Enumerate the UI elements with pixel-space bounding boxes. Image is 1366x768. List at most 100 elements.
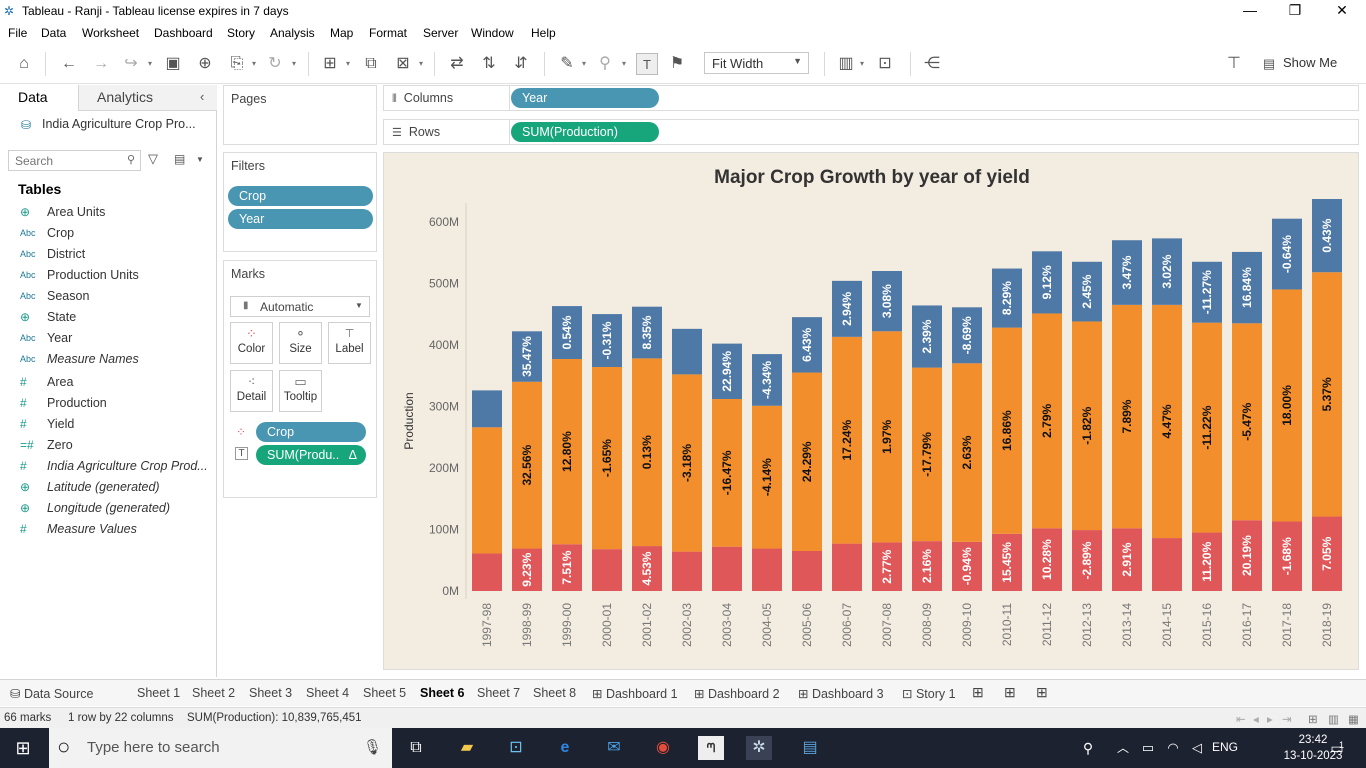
nav-next-icon[interactable]: ▸	[1267, 714, 1273, 726]
datasource-name[interactable]: India Agriculture Crop Pro...	[42, 117, 196, 131]
bar-segment[interactable]	[952, 363, 982, 542]
mark-type-dropdown[interactable]: ▮ Automatic ▼	[230, 296, 370, 317]
close-button[interactable]: ✕	[1336, 2, 1348, 18]
bar-segment[interactable]	[872, 271, 902, 332]
edge-icon[interactable]: e	[560, 739, 570, 756]
bar-segment[interactable]	[832, 543, 862, 591]
chevron-down-icon[interactable]: ▾	[252, 59, 257, 68]
field-item[interactable]: Abc District	[0, 244, 216, 264]
people-icon[interactable]: ⚲	[1082, 740, 1094, 756]
bar-segment[interactable]	[1312, 272, 1342, 517]
wifi-icon[interactable]: ◠	[1167, 740, 1179, 755]
bar-segment[interactable]	[1272, 218, 1302, 290]
collapse-pane-icon[interactable]: ‹	[200, 89, 205, 104]
field-item[interactable]: # India Agriculture Crop Prod...	[0, 456, 216, 476]
bar-segment[interactable]	[1232, 520, 1262, 591]
bar-segment[interactable]	[512, 548, 542, 591]
bar-segment[interactable]	[1112, 240, 1142, 305]
chevron-down-icon[interactable]: ▾	[419, 59, 424, 68]
bar-segment[interactable]	[952, 541, 982, 591]
bar-segment[interactable]	[792, 317, 822, 373]
duplicate-icon[interactable]: ⧉	[365, 55, 377, 72]
view-options-icon[interactable]: ▤	[174, 152, 186, 166]
chevron-down-icon[interactable]: ▼	[196, 155, 204, 164]
show-cards-icon[interactable]: ▥	[838, 55, 854, 72]
field-item[interactable]: # Measure Values	[0, 519, 216, 539]
bar-segment[interactable]	[1272, 289, 1302, 522]
nav-first-icon[interactable]: ⇤	[1236, 714, 1246, 726]
new-worksheet-icon[interactable]: ⊞	[323, 55, 337, 72]
swap-rows-columns-icon[interactable]: ⇄	[450, 55, 464, 72]
bar-segment[interactable]	[592, 314, 622, 367]
chevron-down-icon[interactable]: ▾	[860, 59, 865, 68]
menu-server[interactable]: Server	[423, 26, 459, 40]
field-item[interactable]: ⊕ Longitude (generated)	[0, 498, 216, 518]
sheet-tab[interactable]: Sheet 6	[420, 686, 464, 700]
bar-segment[interactable]	[752, 548, 782, 591]
bar-segment[interactable]	[472, 427, 502, 554]
microphone-icon[interactable]: 🎙	[363, 739, 383, 756]
tab-data[interactable]: Data	[0, 85, 79, 111]
field-item[interactable]: ⊕ Area Units	[0, 202, 216, 222]
battery-icon[interactable]: ▭	[1141, 740, 1155, 755]
bar-segment[interactable]	[872, 542, 902, 591]
notification-icon[interactable]: ▭	[1330, 740, 1344, 756]
size-button[interactable]: ⚬ Size	[279, 322, 322, 364]
field-item[interactable]: Abc Year	[0, 328, 216, 348]
bar-segment[interactable]	[1112, 528, 1142, 591]
store-icon[interactable]: ⊡	[509, 739, 523, 756]
bar-segment[interactable]	[912, 305, 942, 368]
sheet-tab[interactable]: ⊞ Dashboard 1	[592, 686, 678, 701]
grid-view-icon[interactable]: ⊞	[1308, 714, 1318, 726]
show-mark-labels-icon[interactable]: T	[636, 53, 658, 75]
bar-segment[interactable]	[792, 551, 822, 591]
refresh-icon[interactable]: ↻	[268, 55, 282, 72]
taskbar-search-box[interactable]: ○ Type here to search 🎙	[49, 728, 392, 768]
taskbar-clock[interactable]: 23:42 13-10-2023	[1282, 732, 1344, 764]
bar-segment[interactable]	[1032, 528, 1062, 591]
undo-icon[interactable]: ←	[61, 55, 77, 72]
bar-segment[interactable]	[672, 374, 702, 552]
presentation-mode-icon[interactable]: ⊡	[878, 55, 892, 72]
pin-icon[interactable]: ⚑	[669, 55, 685, 72]
mail-icon[interactable]: ✉	[607, 739, 621, 756]
show-me-button[interactable]: Show Me	[1283, 55, 1338, 70]
home-icon[interactable]: ⌂	[19, 55, 29, 72]
bar-segment[interactable]	[1112, 304, 1142, 529]
bar-segment[interactable]	[912, 541, 942, 591]
bar-segment[interactable]	[1152, 238, 1182, 305]
pages-shelf[interactable]: Pages	[223, 85, 377, 145]
bar-segment[interactable]	[712, 546, 742, 591]
field-item[interactable]: ⊕ Latitude (generated)	[0, 477, 216, 497]
document-icon[interactable]: ▤	[802, 739, 818, 756]
menu-worksheet[interactable]: Worksheet	[82, 26, 140, 40]
bar-segment[interactable]	[1272, 521, 1302, 591]
stacked-bar-chart[interactable]: 0M 100M 200M 300M 400M 500M 600M Production 1997…	[384, 153, 1360, 671]
columns-shelf[interactable]: ⦀ Columns Year	[383, 85, 1359, 111]
tableau-taskbar-icon[interactable]: ✲	[746, 736, 772, 760]
bar-segment[interactable]	[1152, 538, 1182, 591]
bar-segment[interactable]	[592, 367, 622, 550]
bar-segment[interactable]	[752, 354, 782, 406]
fit-width-dropdown[interactable]: Fit Width ▼	[704, 52, 809, 74]
sheet-tab[interactable]: ⛁ Data Source	[10, 686, 93, 701]
show-hidden-icons[interactable]: ︿	[1116, 741, 1129, 755]
new-worksheet-tab-icon[interactable]: ⊞	[972, 684, 984, 700]
rows-shelf[interactable]: ☰ Rows SUM(Production)	[383, 119, 1359, 145]
nav-prev-icon[interactable]: ◂	[1253, 714, 1259, 726]
bar-segment[interactable]	[992, 533, 1022, 591]
bar-segment[interactable]	[712, 399, 742, 547]
filter-pill-year[interactable]: Year	[228, 209, 373, 229]
new-datasource-icon[interactable]: ⊕	[198, 55, 212, 72]
bar-segment[interactable]	[832, 280, 862, 337]
bar-segment[interactable]	[952, 307, 982, 364]
field-item[interactable]: ⊕ State	[0, 307, 216, 327]
marks-pill-production[interactable]: SUM(Produ.. Δ	[256, 445, 366, 465]
bar-segment[interactable]	[832, 336, 862, 544]
view-canvas[interactable]: Major Crop Growth by year of yield 0M 100…	[383, 152, 1359, 670]
share-icon[interactable]: ⋲	[924, 55, 940, 72]
field-item[interactable]: Abc Crop	[0, 223, 216, 243]
new-dashboard-tab-icon[interactable]: ⊞	[1004, 684, 1016, 700]
search-input[interactable]	[8, 150, 141, 171]
sheet-tab[interactable]: Sheet 2	[192, 686, 235, 700]
